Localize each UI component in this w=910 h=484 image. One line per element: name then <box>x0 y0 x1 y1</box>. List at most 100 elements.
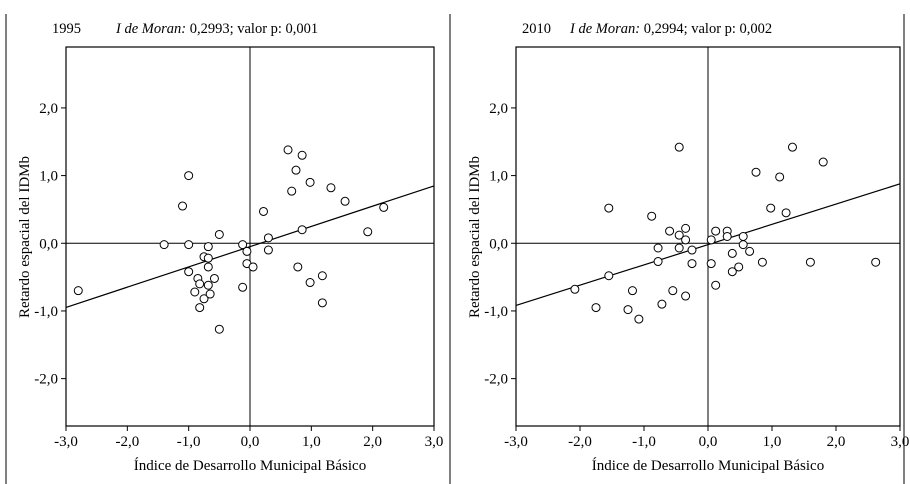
data-point <box>297 225 307 235</box>
data-point <box>604 203 614 213</box>
data-point <box>653 243 663 253</box>
data-point <box>317 271 327 281</box>
y-tick-label: 0,0 <box>39 236 58 252</box>
data-point <box>195 279 205 289</box>
data-point <box>340 196 350 206</box>
data-point <box>178 201 188 211</box>
data-point <box>195 303 205 313</box>
data-point <box>681 223 691 233</box>
y-ticks: -2,0 -1,0 0,0 1,0 2,0 <box>484 101 516 388</box>
y-ticks: -2,0 -1,0 0,0 1,0 2,0 <box>34 101 66 388</box>
y-axis-label: Retardo espacial del IDMb <box>467 156 483 318</box>
data-point <box>326 183 336 193</box>
data-point <box>283 145 293 155</box>
data-point <box>734 262 744 272</box>
data-point <box>203 253 213 263</box>
data-point <box>722 232 732 241</box>
points-group <box>73 145 389 334</box>
y-tick-label: 2,0 <box>489 101 508 117</box>
x-tick-label: -3,0 <box>54 434 78 450</box>
moran-values: 0,2994; valor p: 0,002 <box>640 21 772 37</box>
data-point <box>291 165 301 175</box>
data-point <box>591 303 601 313</box>
data-point <box>73 286 83 296</box>
data-point <box>665 226 675 236</box>
scatter-panel-2010: 2010 I de Moran: 0,2994; valor p: 0,002 … <box>467 14 909 484</box>
x-tick-label: 3,0 <box>425 434 444 450</box>
data-point <box>238 282 248 292</box>
y-axis-label: Retardo espacial del IDMb <box>17 156 33 318</box>
x-ticks: -3,0 -2,0 -1,0 0,0 1,0 2,0 3,0 <box>54 426 443 450</box>
data-point <box>766 203 776 213</box>
x-tick-label: -2,0 <box>115 434 139 450</box>
data-point <box>751 167 761 177</box>
moran-values: 0,2993; valor p: 0,001 <box>186 21 318 37</box>
data-point <box>668 286 678 296</box>
y-tick-label: 2,0 <box>39 101 58 117</box>
moran-statistic: I de Moran: 0,2994; valor p: 0,002 <box>569 21 772 37</box>
data-point <box>184 267 194 277</box>
data-point <box>711 280 721 290</box>
y-tick-label: -1,0 <box>484 304 508 320</box>
x-tick-label: 1,0 <box>763 434 782 450</box>
y-tick-label: 0,0 <box>489 236 508 252</box>
data-point <box>214 229 224 239</box>
data-point <box>570 284 580 294</box>
data-point <box>738 232 748 241</box>
panel-year: 2010 <box>522 21 551 37</box>
data-point <box>818 157 828 167</box>
data-point <box>674 243 684 253</box>
data-point <box>258 206 268 216</box>
data-point <box>363 227 373 237</box>
data-point <box>203 262 213 272</box>
moran-statistic: I de Moran: 0,2993; valor p: 0,001 <box>115 21 318 37</box>
x-ticks: -3,0 -2,0 -1,0 0,0 1,0 2,0 3,0 <box>504 426 909 450</box>
x-axis-label: Índice de Desarrollo Municipal Básico <box>134 457 366 474</box>
data-point <box>293 262 303 272</box>
y-tick-label: 1,0 <box>489 169 508 185</box>
data-point <box>634 314 644 324</box>
data-point <box>623 305 633 315</box>
y-tick-label: -2,0 <box>34 372 58 388</box>
data-point <box>317 298 327 308</box>
x-tick-label: 1,0 <box>302 434 321 450</box>
x-tick-label: 0,0 <box>241 434 260 450</box>
data-point <box>805 257 815 267</box>
data-point <box>209 273 219 283</box>
data-point <box>674 142 684 152</box>
data-point <box>203 280 213 290</box>
data-point <box>647 211 657 221</box>
x-tick-label: 2,0 <box>827 434 846 450</box>
x-axis-label: Índice de Desarrollo Municipal Básico <box>592 457 824 474</box>
x-tick-label: -2,0 <box>568 434 592 450</box>
data-point <box>657 299 667 309</box>
data-point <box>687 259 697 269</box>
x-tick-label: -3,0 <box>504 434 528 450</box>
data-point <box>287 186 297 196</box>
data-point <box>787 142 797 152</box>
data-point <box>604 271 614 281</box>
x-tick-label: -1,0 <box>177 434 201 450</box>
data-point <box>184 240 194 250</box>
data-point <box>199 294 209 304</box>
moran-label: I de Moran: <box>569 21 640 37</box>
regression-line <box>515 183 901 306</box>
moran-label: I de Moran: <box>115 21 186 37</box>
data-point <box>706 259 716 269</box>
data-point <box>627 286 637 296</box>
data-point <box>727 248 737 258</box>
data-point <box>871 257 881 267</box>
x-tick-label: -1,0 <box>632 434 656 450</box>
data-point <box>214 324 224 334</box>
data-point <box>184 171 194 181</box>
data-point <box>263 233 273 243</box>
regression-line <box>65 185 435 308</box>
data-point <box>205 289 215 299</box>
data-point <box>706 235 716 245</box>
x-tick-label: 0,0 <box>699 434 718 450</box>
y-tick-label: -1,0 <box>34 304 58 320</box>
data-point <box>379 202 389 212</box>
data-point <box>687 245 697 255</box>
x-tick-label: 2,0 <box>363 434 382 450</box>
